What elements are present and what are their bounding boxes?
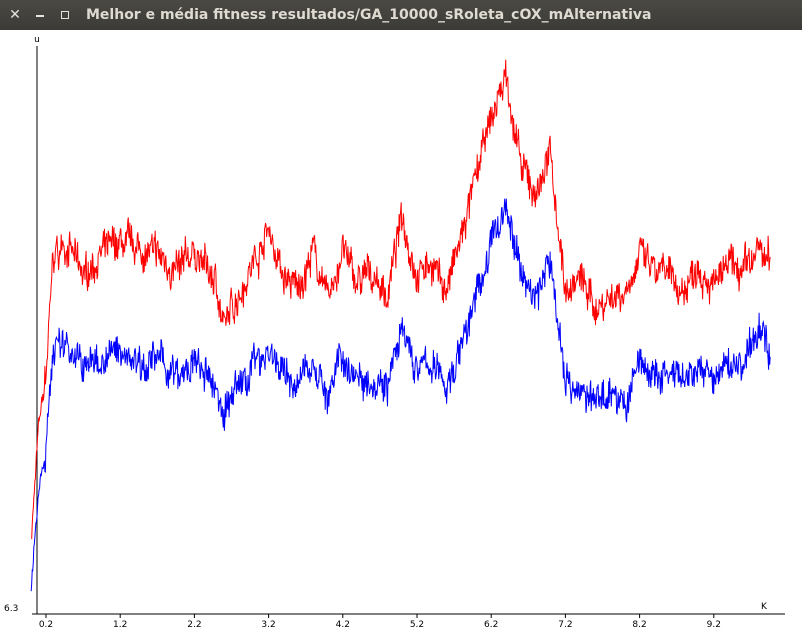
x-tick-label: 2.2 <box>187 620 201 629</box>
x-tick-label: 5.2 <box>410 620 424 629</box>
y-min-label: 6.3 <box>4 604 18 614</box>
maximize-button[interactable] <box>54 4 76 26</box>
x-tick-label: 3.2 <box>261 620 275 629</box>
x-tick-label: 6.2 <box>484 620 498 629</box>
x-tick-label: 8.2 <box>632 620 646 629</box>
x-tick-label: 0.2 <box>39 620 53 629</box>
minimize-button[interactable] <box>29 4 51 26</box>
x-ticks: 0.2 1.2 2.2 3.2 4.2 5.2 6.2 7.2 8.2 9.2 <box>39 614 721 630</box>
close-button[interactable]: ✕ <box>4 4 26 26</box>
average-fitness-line <box>30 198 771 592</box>
x-tick-label: 9.2 <box>707 620 721 629</box>
chart-area: u K 6.3 0.2 1.2 2.2 3.2 4.2 5.2 6.2 7.2 8.2 9.2 <box>0 30 802 630</box>
maximize-icon <box>61 11 69 19</box>
x-axis-label: K <box>761 602 768 612</box>
best-fitness-line <box>30 59 771 540</box>
minimize-icon <box>36 15 44 17</box>
y-axis-label: u <box>34 35 40 45</box>
x-tick-label: 4.2 <box>336 620 350 629</box>
series-layer <box>30 59 771 592</box>
x-tick-label: 7.2 <box>558 620 572 629</box>
window-title: Melhor e média fitness resultados/GA_100… <box>86 7 652 23</box>
title-bar: ✕ Melhor e média fitness resultados/GA_1… <box>0 0 802 30</box>
fitness-chart: u K 6.3 0.2 1.2 2.2 3.2 4.2 5.2 6.2 7.2 8.2 9.2 <box>4 35 785 630</box>
close-icon: ✕ <box>9 7 21 23</box>
x-tick-label: 1.2 <box>113 620 127 629</box>
